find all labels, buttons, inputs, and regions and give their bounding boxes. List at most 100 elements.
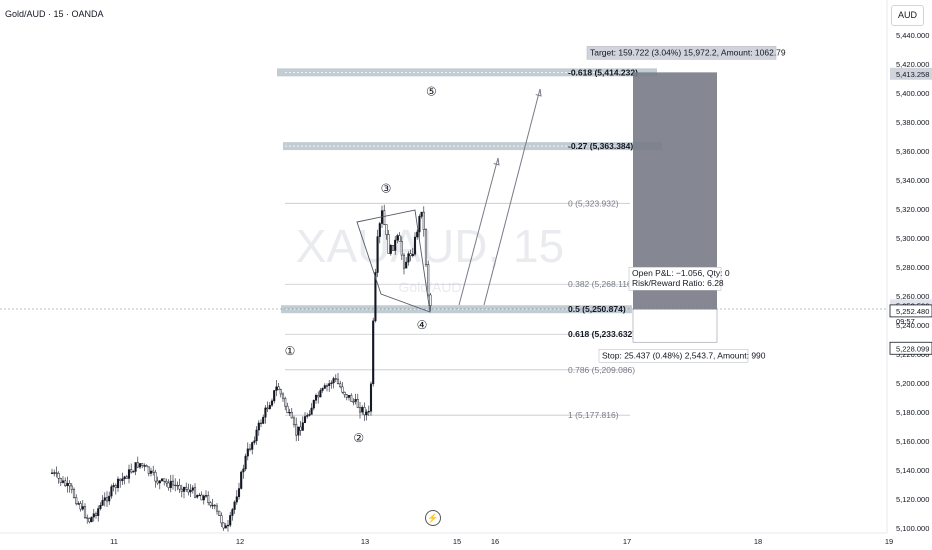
candle-body: [213, 504, 216, 507]
price-tick: 5,360.000: [896, 147, 929, 156]
candle-body: [218, 510, 221, 516]
symbol-title: Gold/AUD · 15 · OANDA: [5, 9, 104, 19]
candle-body: [259, 422, 263, 425]
fib-label: 1 (5,177.816): [568, 410, 619, 420]
candle-body: [310, 407, 313, 415]
candle-body: [134, 462, 137, 472]
flash-icon[interactable]: ⚡: [425, 510, 441, 526]
candle-body: [427, 264, 430, 296]
candle-body: [112, 485, 115, 487]
candle-body: [356, 399, 359, 408]
price-axis[interactable]: 5,100.000 5,120.000 5,140.000 5,160.000 5,18…: [886, 0, 932, 550]
price-tick: 5,180.000: [896, 408, 929, 417]
price-tick: 5,200.000: [896, 379, 929, 388]
candle-body: [193, 487, 197, 498]
candle-body: [180, 488, 183, 492]
price-tick: 5,100.000: [896, 524, 929, 533]
candle-body: [79, 503, 82, 510]
candle-body: [400, 241, 403, 256]
candle-body: [268, 405, 271, 410]
candle-body: [292, 417, 296, 425]
candle-body: [114, 485, 117, 489]
watermark-ticker: XAUAUD, 15: [296, 220, 564, 272]
candle-body: [176, 484, 179, 487]
time-tick: 15: [453, 537, 461, 546]
candle-body: [319, 390, 322, 398]
candle-body: [207, 495, 210, 503]
candle-body: [361, 407, 364, 413]
candle-body: [418, 216, 421, 233]
candle-body: [391, 245, 395, 251]
candle-body: [141, 463, 144, 466]
candle-body: [174, 484, 177, 487]
candle-body: [299, 426, 302, 431]
price-tick: 5,340.000: [896, 176, 929, 185]
candle-body: [68, 483, 71, 487]
candle-body: [341, 386, 344, 393]
candle-body: [365, 411, 368, 416]
candle-body: [253, 440, 256, 443]
candle-body: [81, 506, 84, 510]
candle-body: [116, 478, 120, 489]
candle-body: [125, 476, 128, 479]
time-tick: 13: [361, 537, 369, 546]
candle-body: [376, 236, 379, 273]
long-position[interactable]: Target: 159.722 (3.04%) 15,972.2, Amount…: [586, 46, 786, 363]
candle-body: [394, 239, 397, 251]
price-tick: 5,160.000: [896, 437, 929, 446]
price-tick: 5,420.000: [896, 60, 929, 69]
projection-arrow[interactable]: [458, 157, 499, 306]
candle-body: [99, 504, 102, 509]
candle-body: [339, 383, 342, 388]
candle-body: [149, 470, 153, 474]
candle-body: [270, 400, 274, 406]
drawings[interactable]: [0, 88, 887, 313]
candle-body: [248, 448, 252, 450]
time-tick: 18: [754, 537, 762, 546]
candle-body: [288, 412, 291, 414]
candle-body: [156, 480, 159, 484]
price-tick: 5,260.000: [896, 292, 929, 301]
fib-label: 0 (5,323.932): [568, 198, 619, 208]
candle-body: [422, 211, 425, 230]
candle-body: [169, 480, 172, 488]
candle-body: [330, 382, 333, 384]
candle-body: [222, 522, 225, 529]
candle-body: [347, 395, 351, 398]
currency-button[interactable]: AUD: [891, 5, 924, 26]
candle-body: [407, 253, 410, 263]
candle-body: [75, 497, 78, 505]
candle-body: [244, 455, 247, 470]
candle-body: [198, 494, 201, 497]
candle-body: [416, 231, 419, 238]
price-tick: 5,380.000: [896, 118, 929, 127]
candle-body: [420, 211, 423, 217]
projection-arrow[interactable]: [483, 88, 541, 306]
pnl-label-text: Risk/Reward Ratio: 6.28: [632, 278, 724, 288]
candle-body: [167, 482, 170, 488]
candle-body: [301, 422, 304, 431]
projection-arrow-head: [535, 88, 542, 97]
candle-body: [350, 395, 353, 402]
stop-zone[interactable]: [632, 308, 718, 343]
candle-body: [336, 378, 340, 384]
candle-body: [191, 487, 194, 491]
candle-body: [209, 502, 212, 506]
price-axis-bg: [887, 0, 932, 550]
candle-body: [242, 468, 245, 473]
candle-body: [266, 407, 269, 410]
price-tick: 5,300.000: [896, 234, 929, 243]
candle-body: [138, 463, 142, 468]
stop-label-text: Stop: 25.437 (0.48%) 2,543.7, Amount: 99…: [602, 350, 766, 360]
candle-body: [262, 416, 265, 424]
candle-body: [354, 399, 357, 402]
time-axis[interactable]: 11 12 13 15 16 17 18 19: [0, 532, 893, 546]
triangle-pattern[interactable]: [356, 209, 431, 313]
candle-body: [231, 509, 234, 516]
candle-body: [367, 411, 370, 413]
candle-body: [363, 407, 366, 416]
candle-body: [343, 391, 346, 395]
candle-body: [70, 485, 73, 490]
candle-body: [152, 470, 155, 473]
